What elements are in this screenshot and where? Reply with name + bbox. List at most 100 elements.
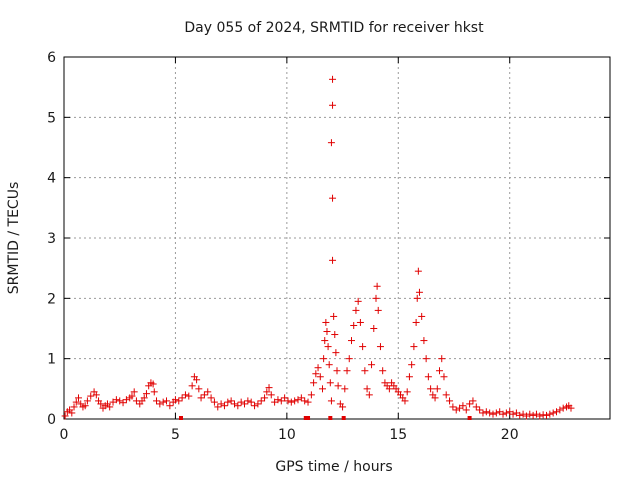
data-point-marker (403, 388, 411, 396)
chart-title: Day 055 of 2024, SRMTID for receiver hks… (184, 20, 484, 36)
data-point-marker (370, 325, 378, 332)
data-point-marker (210, 398, 218, 406)
data-point-marker (431, 394, 439, 402)
data-point-marker (365, 391, 373, 399)
data-point-marker (175, 397, 183, 405)
data-points (61, 75, 575, 420)
data-point-marker (307, 391, 315, 399)
data-point-marker (329, 75, 337, 83)
data-point-marker (476, 406, 484, 414)
data-point-marker (166, 402, 174, 410)
y-tick-label: 2 (47, 291, 56, 307)
plot-frame (63, 56, 611, 420)
data-point-marker (363, 385, 371, 393)
data-point-marker (347, 337, 355, 345)
data-point-marker (92, 391, 100, 399)
x-tick-label: 10 (278, 427, 296, 443)
gridlines (64, 57, 610, 419)
y-axis-label: SRMTID / TECUs (6, 182, 22, 295)
x-tick-label: 5 (171, 427, 180, 443)
data-point-marker (193, 376, 201, 384)
data-point-marker (452, 406, 460, 414)
data-point-marker (559, 404, 567, 412)
data-point-marker (284, 397, 292, 405)
data-point-marker (200, 391, 208, 399)
data-point-marker (257, 397, 265, 405)
data-point-marker (128, 392, 136, 400)
data-point-marker (163, 397, 171, 405)
zero-value-marker (467, 416, 472, 420)
data-point-marker (529, 411, 537, 419)
data-point-marker (188, 382, 196, 390)
data-point-marker (329, 101, 337, 109)
data-point-marker (516, 411, 524, 419)
data-point-marker (331, 331, 339, 339)
data-point-marker (230, 400, 238, 408)
data-point-marker (142, 390, 150, 398)
zero-value-marker (303, 416, 308, 420)
data-point-marker (368, 361, 376, 369)
data-point-marker (254, 400, 262, 408)
y-tick-label: 3 (47, 231, 56, 247)
data-point-marker (112, 396, 120, 404)
data-point-marker (314, 364, 322, 372)
data-point-marker (263, 388, 271, 396)
zero-value-marker (328, 416, 333, 420)
data-point-marker (379, 367, 387, 375)
y-tick-label: 4 (47, 171, 56, 187)
data-point-marker (408, 361, 416, 369)
data-point-marker (70, 403, 78, 411)
data-point-marker (532, 410, 540, 418)
data-point-marker (492, 409, 500, 417)
data-point-marker (424, 373, 432, 381)
data-point-marker (405, 373, 413, 381)
data-point-marker (325, 361, 333, 369)
data-point-marker (116, 397, 124, 405)
data-point-marker (567, 404, 575, 412)
data-point-marker (227, 397, 235, 405)
data-point-marker (207, 394, 215, 402)
data-point-marker (281, 394, 289, 402)
data-point-marker (542, 411, 550, 419)
data-point-marker (438, 355, 446, 363)
data-point-marker (323, 328, 331, 336)
data-point-marker (339, 403, 347, 411)
data-point-marker (482, 408, 490, 416)
data-point-marker (87, 392, 95, 400)
data-point-marker (374, 306, 382, 314)
data-point-marker (171, 396, 179, 404)
y-tick-label: 5 (47, 110, 56, 126)
data-point-marker (214, 403, 222, 411)
data-point-marker (178, 394, 186, 402)
data-point-marker (526, 410, 534, 418)
data-point-marker (372, 294, 380, 302)
y-tick-label: 6 (47, 50, 56, 66)
data-point-marker (267, 391, 275, 399)
data-point-marker (519, 410, 527, 418)
data-point-marker (74, 394, 82, 402)
data-point-marker (310, 379, 318, 387)
data-point-marker (287, 398, 295, 406)
data-point-marker (385, 385, 393, 393)
data-point-marker (536, 412, 544, 420)
x-tick-label: 15 (389, 427, 407, 443)
x-axis-label: GPS time / hours (275, 459, 392, 475)
data-point-marker (265, 384, 273, 392)
data-point-marker (427, 385, 435, 393)
data-point-marker (415, 288, 423, 296)
data-point-marker (502, 409, 510, 417)
data-point-marker (320, 355, 328, 363)
data-point-marker (234, 402, 242, 410)
y-tick-label: 0 (47, 412, 56, 428)
data-point-marker (333, 367, 341, 375)
data-point-marker (539, 411, 547, 419)
data-point-marker (449, 403, 457, 411)
data-point-marker (321, 337, 329, 345)
data-point-marker (446, 397, 454, 405)
data-point-marker (83, 397, 91, 405)
data-point-marker (433, 385, 441, 393)
data-point-marker (68, 409, 76, 417)
data-point-marker (244, 397, 252, 405)
